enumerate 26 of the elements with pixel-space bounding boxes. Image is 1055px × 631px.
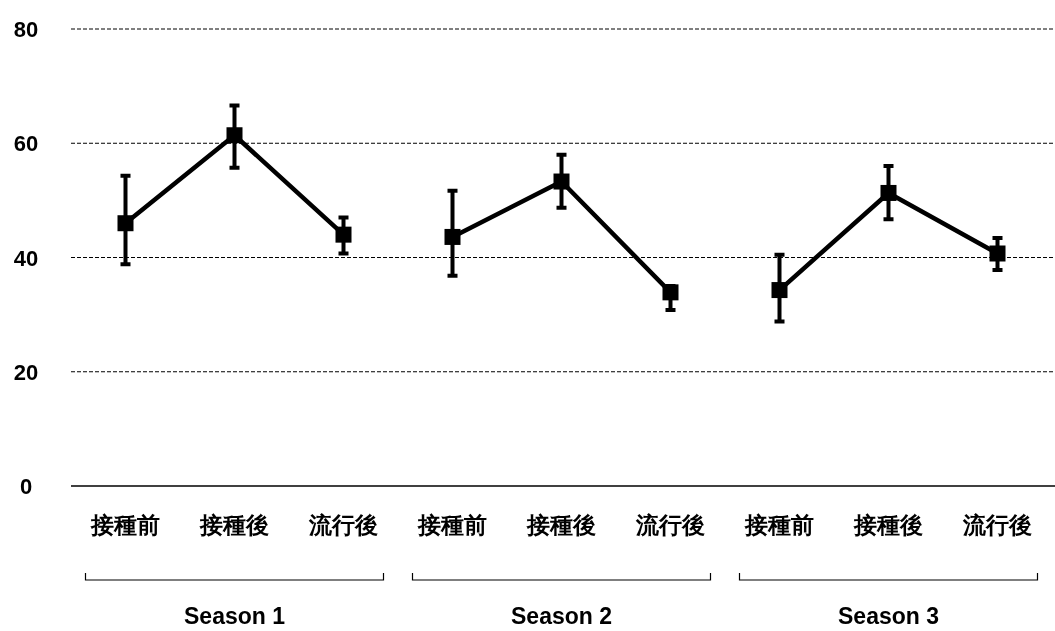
point: [335, 226, 352, 243]
point: [880, 184, 897, 201]
y-tick-label: 20: [13, 359, 39, 385]
x-tick-label: 接種後: [526, 512, 596, 538]
text: Season 2: [511, 603, 612, 629]
point: [444, 228, 461, 245]
x-tick-label: 接種後: [199, 512, 269, 538]
x-tick-label: 接種前: [90, 512, 160, 538]
x-tick-label: 流行後: [635, 512, 705, 538]
x-tick-label: 接種後: [853, 512, 923, 538]
y-tick-label: 40: [13, 245, 39, 271]
text: Season 1: [184, 603, 286, 629]
point: [553, 173, 570, 190]
y-tick-label: 0: [19, 474, 33, 499]
x-tick-label: 流行後: [962, 512, 1032, 538]
point: [662, 284, 679, 301]
point: [989, 245, 1006, 262]
text: Season 3: [838, 603, 939, 629]
x-tick-label: 流行後: [308, 512, 378, 538]
point: [771, 282, 788, 299]
point: [117, 215, 134, 232]
y-tick-label: 60: [13, 131, 39, 157]
y-tick-label: 80: [13, 17, 39, 42]
point: [226, 127, 243, 144]
x-tick-label: 接種前: [744, 512, 814, 538]
x-tick-label: 接種前: [417, 512, 487, 538]
